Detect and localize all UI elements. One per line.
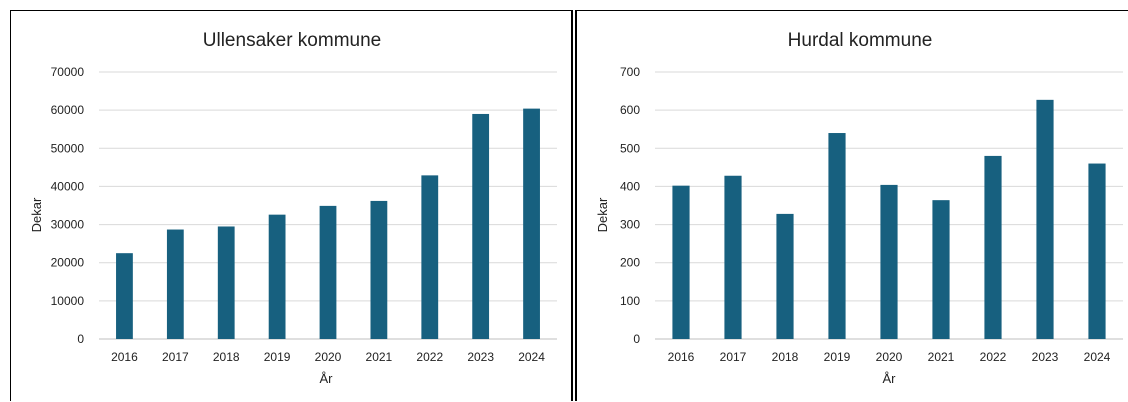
- bar-2016: [116, 253, 133, 339]
- x-tick-label: 2016: [668, 350, 695, 364]
- y-tick-label: 100: [620, 294, 640, 308]
- x-tick-label: 2017: [162, 350, 189, 364]
- bar-2022: [421, 175, 439, 339]
- x-tick-label: 2019: [824, 350, 851, 364]
- y-axis-title: Dekar: [595, 197, 610, 232]
- y-tick-label: 400: [620, 179, 640, 193]
- bar-2017: [724, 175, 742, 339]
- chart-hurdal: Hurdal kommune 0 100 200 300 400 500 600 700 20…: [595, 30, 1123, 386]
- bar-2021: [932, 200, 950, 339]
- bar-2020: [319, 205, 337, 339]
- x-tick-label: 2024: [1084, 350, 1111, 364]
- bar-2022: [984, 155, 1002, 339]
- y-tick-labels: 0 100 200 300 400 500 600 700: [620, 65, 640, 346]
- x-tick-label: 2020: [315, 350, 342, 364]
- chart-ullensaker: Ullensaker kommune 0 10000 20000 30000 40000…: [29, 30, 557, 386]
- panel-divider: [572, 10, 576, 401]
- x-tick-label: 2022: [416, 350, 443, 364]
- x-tick-label: 2021: [366, 350, 393, 364]
- x-tick-label: 2016: [111, 350, 138, 364]
- bar-2016: [672, 185, 690, 339]
- y-tick-label: 500: [620, 141, 640, 155]
- x-tick-labels: 2016 2017 2018 2019 2020 2021 2022 2023 2024: [668, 350, 1111, 364]
- y-tick-label: 700: [620, 65, 640, 79]
- x-tick-label: 2023: [467, 350, 494, 364]
- bar-2024: [1088, 163, 1106, 339]
- y-tick-label: 30000: [51, 218, 85, 232]
- chart-panel-ullensaker: Ullensaker kommune 0 10000 20000 30000 40000…: [10, 10, 572, 401]
- y-tick-label: 50000: [51, 141, 85, 155]
- x-tick-labels: 2016 2017 2018 2019 2020 2021 2022 2023 2024: [111, 350, 545, 364]
- y-tick-label: 70000: [51, 65, 85, 79]
- bars: [672, 99, 1106, 339]
- bar-2023: [472, 113, 490, 339]
- x-axis-title: År: [320, 371, 334, 386]
- y-tick-label: 600: [620, 103, 640, 117]
- bar-2023: [1036, 99, 1054, 339]
- bar-2021: [370, 200, 388, 339]
- bar-2018: [217, 226, 235, 339]
- bars: [116, 108, 540, 339]
- x-tick-label: 2017: [720, 350, 747, 364]
- bar-2019: [828, 133, 846, 339]
- bar-2018: [776, 213, 794, 339]
- bar-2024: [523, 108, 540, 339]
- x-tick-label: 2021: [928, 350, 955, 364]
- bar-2019: [268, 214, 286, 339]
- x-tick-label: 2018: [213, 350, 240, 364]
- y-tick-label: 200: [620, 256, 640, 270]
- y-axis-title: Dekar: [29, 197, 44, 232]
- chart-title: Ullensaker kommune: [203, 30, 381, 51]
- x-tick-label: 2022: [980, 350, 1007, 364]
- y-tick-label: 0: [633, 332, 640, 346]
- x-axis-title: År: [883, 371, 897, 386]
- y-tick-label: 60000: [51, 103, 85, 117]
- y-tick-label: 10000: [51, 294, 85, 308]
- chart-panel-hurdal: Hurdal kommune 0 100 200 300 400 500 600 700 20…: [576, 10, 1128, 401]
- x-tick-label: 2018: [772, 350, 799, 364]
- y-tick-labels: 0 10000 20000 30000 40000 50000 60000 70000: [51, 65, 85, 346]
- x-tick-label: 2019: [264, 350, 291, 364]
- x-tick-label: 2023: [1032, 350, 1059, 364]
- x-tick-label: 2020: [876, 350, 903, 364]
- chart-title: Hurdal kommune: [788, 30, 933, 51]
- bar-2017: [166, 229, 184, 339]
- y-tick-label: 20000: [51, 256, 85, 270]
- y-tick-label: 0: [77, 332, 84, 346]
- bar-2020: [880, 184, 898, 339]
- y-tick-label: 300: [620, 218, 640, 232]
- x-tick-label: 2024: [518, 350, 545, 364]
- y-tick-label: 40000: [51, 179, 85, 193]
